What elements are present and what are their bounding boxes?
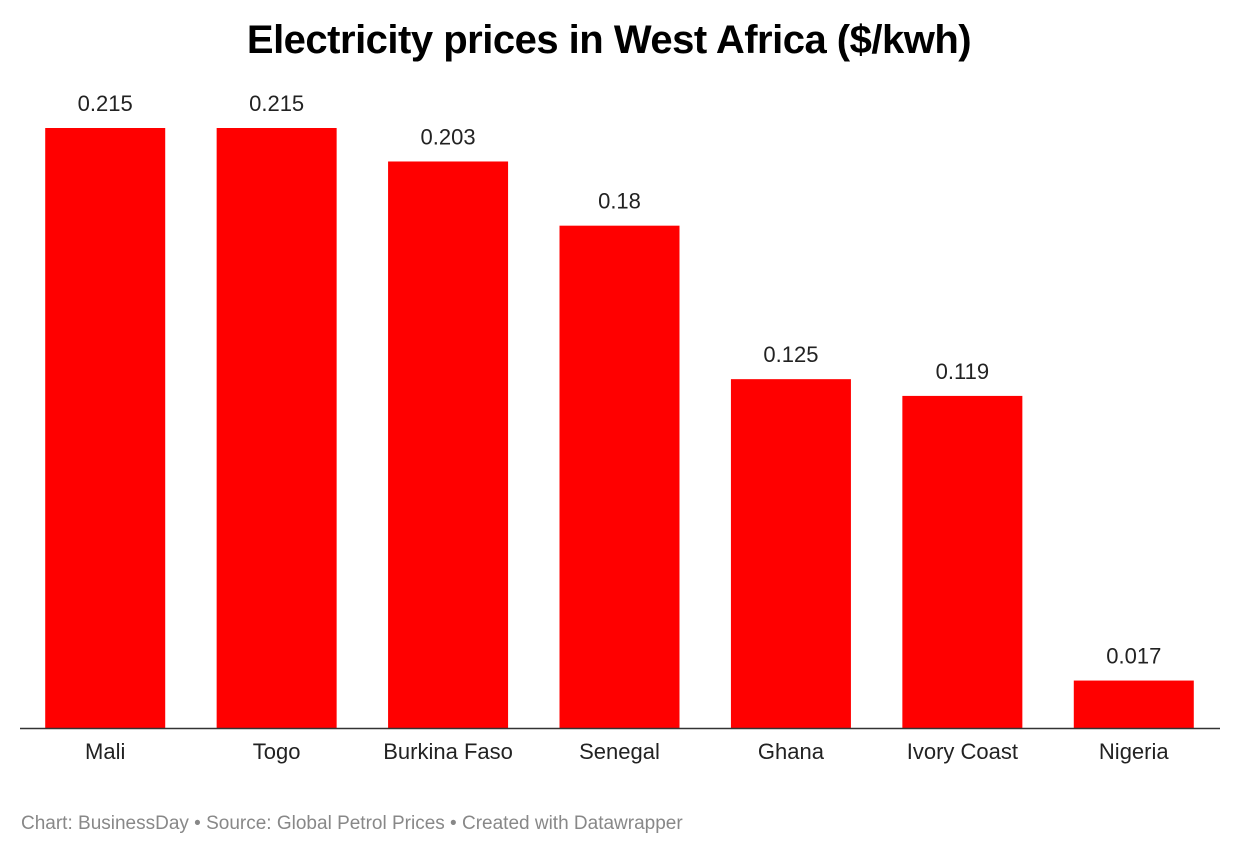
bar-ghana xyxy=(730,379,851,728)
data-label: 0.203 xyxy=(421,124,476,149)
bar-ivory-coast xyxy=(902,395,1023,728)
x-tick-label: Ghana xyxy=(758,739,825,764)
data-label: 0.017 xyxy=(1106,644,1161,669)
data-label: 0.119 xyxy=(936,359,989,384)
x-tick-label: Senegal xyxy=(579,739,660,764)
data-label: 0.18 xyxy=(598,189,641,214)
data-label: 0.215 xyxy=(78,91,133,116)
data-label: 0.215 xyxy=(249,91,304,116)
bar-burkina-faso xyxy=(388,161,509,728)
chart-title: Electricity prices in West Africa ($/kwh… xyxy=(246,18,972,62)
x-tick-label: Mali xyxy=(85,739,125,764)
bar-nigeria xyxy=(1073,680,1194,728)
chart-footer: Chart: BusinessDay • Source: Global Petr… xyxy=(21,813,683,834)
x-tick-label: Togo xyxy=(253,739,301,764)
bar-senegal xyxy=(559,225,680,728)
x-tick-label: Ivory Coast xyxy=(907,739,1018,764)
data-label: 0.125 xyxy=(763,342,818,367)
x-tick-label: Nigeria xyxy=(1099,739,1169,764)
bar-togo xyxy=(216,128,337,728)
bar-chart: 0.215 Mali 0.215 Togo 0.203 Burkina Faso 0.18 S… xyxy=(20,91,1220,764)
x-tick-label: Burkina Faso xyxy=(383,739,513,764)
bar-mali xyxy=(45,128,166,728)
